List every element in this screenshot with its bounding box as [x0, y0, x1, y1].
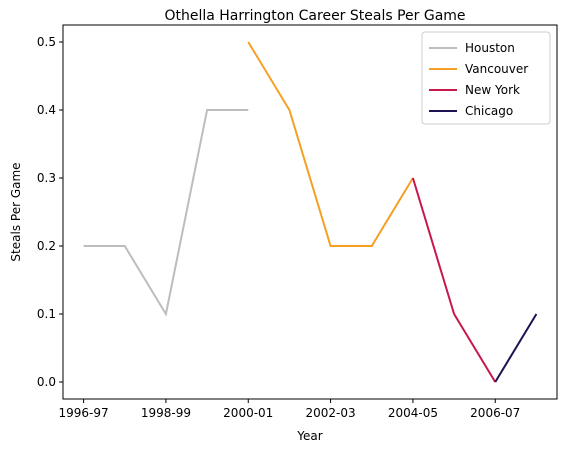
x-axis-label: Year: [296, 429, 322, 443]
legend-label-new-york: New York: [465, 83, 520, 97]
series-line-chicago: [494, 313, 538, 383]
series-line-vancouver: [247, 41, 414, 247]
y-tick-label: 0.2: [37, 239, 56, 253]
x-axis: 1996-97 1998-99 2000-01 2002-03 2004-05 2006-…: [59, 399, 520, 420]
legend-label-houston: Houston: [465, 41, 515, 55]
y-axis-label: Steals Per Game: [9, 162, 23, 261]
series-layer: [83, 41, 538, 383]
y-tick-label: 0.4: [37, 103, 56, 117]
y-tick-label: 0.5: [37, 35, 56, 49]
y-tick-label: 0.0: [37, 375, 56, 389]
chart-title: Othella Harrington Career Steals Per Gam…: [164, 8, 465, 24]
x-tick-label: 2004-05: [388, 406, 438, 420]
legend-label-chicago: Chicago: [465, 104, 513, 118]
x-tick-label: 2002-03: [306, 406, 356, 420]
legend-label-vancouver: Vancouver: [465, 62, 528, 76]
legend-box: [421, 31, 551, 125]
x-tick-label: 1998-99: [141, 406, 191, 420]
y-axis: 0.0 0.1 0.2 0.3 0.4 0.5: [37, 35, 63, 389]
plot-area: [62, 24, 558, 400]
x-tick-label: 2006-07: [470, 406, 520, 420]
series-line-new-york: [411, 177, 497, 383]
legend: Houston Vancouver New York Chicago: [421, 31, 551, 125]
x-tick-label: 1996-97: [59, 406, 109, 420]
series-line-houston: [83, 109, 249, 317]
y-tick-label: 0.1: [37, 307, 56, 321]
y-tick-label: 0.3: [37, 171, 56, 185]
x-tick-label: 2000-01: [223, 406, 273, 420]
